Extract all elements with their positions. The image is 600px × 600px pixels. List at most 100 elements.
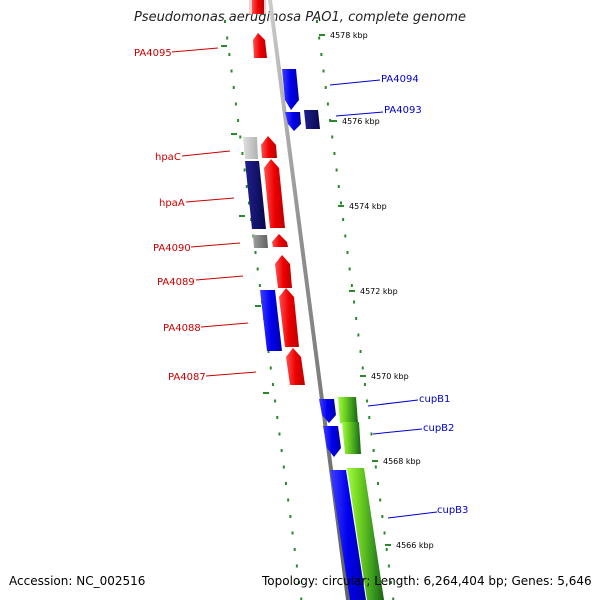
tick-mark bbox=[368, 416, 371, 419]
tick-mark bbox=[247, 201, 250, 205]
label-leader-line bbox=[205, 371, 257, 377]
gene-label-PA4090[interactable]: PA4090 bbox=[153, 243, 191, 254]
gene-arrow[interactable] bbox=[286, 348, 305, 385]
tick-mark bbox=[318, 36, 321, 40]
tick-mark bbox=[269, 366, 272, 370]
tick-mark bbox=[280, 449, 283, 452]
tick-mark bbox=[232, 86, 235, 89]
tick-mark bbox=[353, 300, 356, 304]
gene-label-PA4094[interactable]: PA4094 bbox=[381, 74, 419, 85]
kbp-label: 4578 kbp bbox=[330, 31, 368, 40]
tick-mark bbox=[326, 102, 329, 106]
major-tick bbox=[360, 375, 366, 377]
tick-mark bbox=[226, 36, 229, 40]
tick-mark bbox=[348, 267, 351, 271]
gene-block[interactable] bbox=[260, 290, 282, 351]
major-tick bbox=[385, 544, 391, 546]
tick-mark bbox=[298, 581, 301, 584]
tick-mark bbox=[324, 86, 327, 89]
gene-arrow[interactable] bbox=[282, 69, 299, 110]
gene-label-PA4088[interactable]: PA4088 bbox=[163, 323, 201, 334]
gene-block[interactable] bbox=[330, 470, 366, 600]
tick-mark bbox=[282, 465, 285, 469]
tick-mark bbox=[267, 350, 270, 353]
tick-mark bbox=[276, 416, 279, 419]
major-tick bbox=[331, 120, 337, 122]
tick-mark bbox=[379, 498, 382, 502]
tick-mark bbox=[254, 251, 257, 254]
gene-label-cupB2[interactable]: cupB2 bbox=[423, 423, 454, 434]
tick-mark bbox=[245, 185, 248, 188]
tick-mark bbox=[287, 498, 290, 502]
label-leader-line bbox=[372, 428, 423, 435]
gene-label-cupB3[interactable]: cupB3 bbox=[437, 505, 468, 516]
tick-mark bbox=[337, 185, 340, 188]
label-leader-line bbox=[195, 275, 244, 281]
gene-label-PA4095[interactable]: PA4095 bbox=[134, 48, 172, 59]
kbp-label: 4576 kbp bbox=[342, 117, 380, 126]
tick-mark bbox=[293, 548, 296, 551]
gene-label-cupB1[interactable]: cupB1 bbox=[419, 394, 450, 405]
kbp-label: 4568 kbp bbox=[383, 457, 421, 466]
tick-mark bbox=[289, 515, 292, 518]
gene-arrow[interactable] bbox=[285, 112, 301, 131]
gene-label-PA4087[interactable]: PA4087 bbox=[168, 372, 206, 383]
tick-mark bbox=[274, 399, 277, 403]
tick-mark bbox=[359, 350, 362, 353]
tick-mark bbox=[381, 515, 384, 518]
tick-mark bbox=[346, 251, 349, 254]
gene-arrow[interactable] bbox=[252, 0, 264, 14]
operon-block[interactable] bbox=[342, 422, 361, 454]
operon-block[interactable] bbox=[347, 468, 384, 600]
gene-label-hpaC[interactable]: hpaC bbox=[155, 152, 181, 163]
gene-arrow[interactable] bbox=[253, 33, 267, 58]
label-leader-line bbox=[387, 511, 438, 519]
major-tick bbox=[239, 215, 245, 217]
tick-mark bbox=[271, 383, 274, 386]
gene-block[interactable] bbox=[245, 161, 266, 229]
tick-mark bbox=[376, 482, 379, 485]
tick-mark bbox=[256, 267, 259, 271]
tick-mark bbox=[355, 317, 358, 320]
gene-arrow[interactable] bbox=[275, 255, 292, 288]
tick-mark bbox=[230, 69, 233, 73]
major-tick bbox=[255, 305, 261, 307]
major-tick bbox=[231, 133, 237, 135]
tick-mark bbox=[322, 69, 325, 73]
tick-mark bbox=[258, 284, 261, 287]
major-tick bbox=[372, 460, 378, 462]
right-labels: PA4094 PA4093 cupB1 cupB2 cupB3 bbox=[329, 74, 468, 519]
gene-block[interactable] bbox=[304, 110, 320, 129]
tick-mark bbox=[335, 168, 338, 172]
gene-label-hpaA[interactable]: hpaA bbox=[159, 198, 185, 209]
tick-mark bbox=[237, 119, 240, 122]
gene-label-PA4089[interactable]: PA4089 bbox=[157, 277, 195, 288]
tick-mark bbox=[383, 531, 386, 535]
tick-mark bbox=[370, 432, 373, 436]
label-leader-line bbox=[200, 322, 249, 328]
gene-arrow[interactable] bbox=[264, 159, 285, 228]
gene-arrow[interactable] bbox=[319, 399, 336, 423]
left-labels: PA4095 hpaC hpaA PA4090 PA4089 PA4088 PA4087 bbox=[134, 47, 257, 383]
gene-arrow[interactable] bbox=[261, 136, 277, 158]
gene-arrow[interactable] bbox=[272, 234, 288, 247]
tick-mark bbox=[234, 102, 237, 106]
tick-mark bbox=[316, 20, 318, 23]
tick-mark bbox=[374, 465, 377, 469]
tick-mark bbox=[329, 119, 332, 122]
kbp-label: 4574 kbp bbox=[349, 202, 387, 211]
tick-mark bbox=[333, 152, 336, 155]
label-leader-line bbox=[190, 242, 241, 248]
label-leader-line bbox=[367, 399, 419, 407]
gene-arrow[interactable] bbox=[279, 288, 299, 347]
gene-label-PA4093[interactable]: PA4093 bbox=[384, 105, 422, 116]
gene-block[interactable] bbox=[243, 137, 258, 159]
tick-mark bbox=[361, 366, 364, 370]
label-leader-line bbox=[329, 79, 381, 86]
gene-arrow[interactable] bbox=[323, 426, 341, 457]
label-leader-line bbox=[185, 197, 235, 203]
gene-block[interactable] bbox=[253, 235, 268, 248]
tick-mark bbox=[278, 432, 281, 436]
operon-block[interactable] bbox=[338, 397, 358, 423]
